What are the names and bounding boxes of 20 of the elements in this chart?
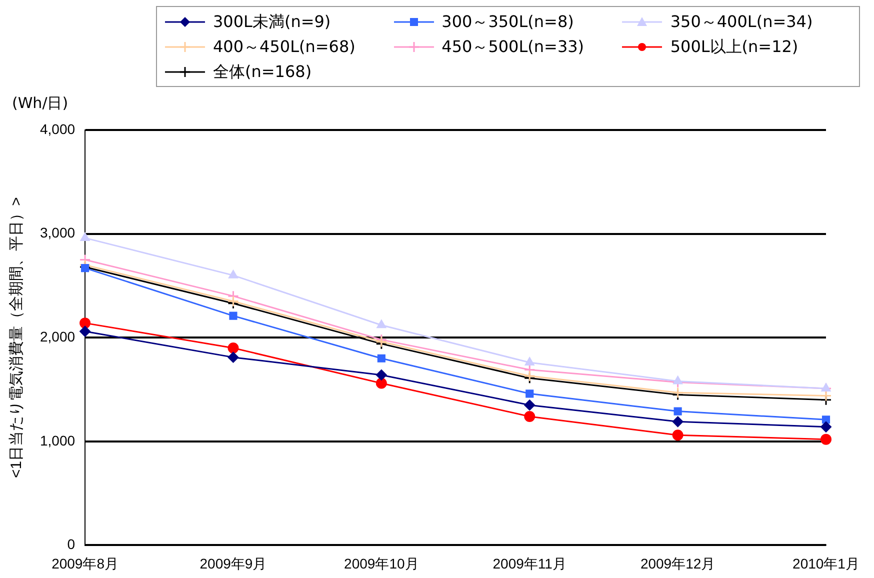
x-tick-label: 2009年8月 bbox=[52, 555, 119, 572]
legend-label: 300～350L(n=8) bbox=[442, 11, 574, 33]
legend-label: 300L未満(n=9) bbox=[213, 11, 331, 33]
y-axis-title: <1日当たり電気消費量（全期間、平日）> bbox=[8, 196, 26, 478]
legend-label: 500L以上(n=12) bbox=[670, 36, 798, 58]
text: (Wh/日) bbox=[12, 94, 68, 112]
y-tick-label: 2,000 bbox=[40, 328, 76, 344]
legend-label: 全体(n=168) bbox=[213, 61, 312, 83]
legend-label: 450～500L(n=33) bbox=[442, 36, 584, 58]
y-tick-label: 0 bbox=[67, 536, 76, 552]
x-tick-label: 2009年12月 bbox=[640, 555, 716, 572]
legend-label: 350～400L(n=34) bbox=[670, 11, 813, 33]
x-tick-label: 2009年9月 bbox=[200, 555, 267, 572]
legend-label: 400～450L(n=68) bbox=[213, 36, 356, 58]
y-tick-label: 4,000 bbox=[40, 120, 76, 137]
y-tick-label: 3,000 bbox=[40, 224, 76, 241]
x-tick-label: 2010年1月 bbox=[792, 555, 860, 572]
x-tick-label: 2009年10月 bbox=[344, 555, 419, 572]
x-tick-label: 2009年11月 bbox=[492, 555, 566, 572]
y-tick-label: 1,000 bbox=[40, 432, 76, 448]
